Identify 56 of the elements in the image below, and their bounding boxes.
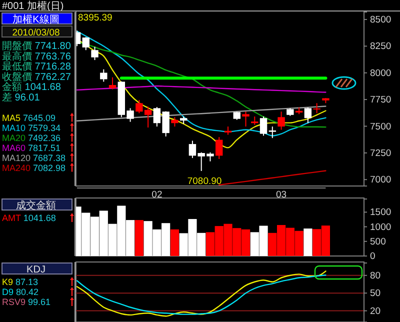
candlestick	[268, 126, 276, 139]
y-tick-label: 7000	[370, 174, 392, 186]
candlestick	[260, 116, 268, 136]
y-tick-label: 8000	[370, 68, 392, 79]
x-tick-label: 03	[276, 190, 287, 201]
line-series	[76, 30, 326, 136]
text: MA20 7492.36	[2, 132, 61, 143]
text: K9 87.13	[2, 277, 38, 287]
y-tick-label: 20	[370, 306, 381, 317]
candlestick	[171, 116, 178, 128]
text: 最低價 7716.28	[2, 62, 72, 73]
text: 最高價 7763.76	[2, 50, 72, 62]
candlestick	[91, 46, 98, 61]
text: 金額 1041.68	[2, 81, 62, 94]
text: MA10 7579.34	[2, 122, 61, 133]
series-label: AMT 1041.68	[2, 213, 56, 223]
y-tick-label: 1500	[370, 207, 392, 218]
y-tick-label: 8250	[370, 41, 392, 52]
text: 2010/03/08	[12, 28, 60, 38]
bar	[134, 220, 144, 256]
y-tick-label: 50	[370, 288, 381, 300]
candlestick	[82, 36, 90, 51]
text: 收盤價 7762.27	[2, 70, 72, 83]
candlestick	[242, 111, 250, 128]
annotation: 7080.90	[187, 176, 222, 187]
bar	[304, 228, 312, 256]
text: MA240 7082.98	[2, 162, 66, 173]
bar	[170, 229, 180, 256]
candlestick	[278, 111, 285, 130]
line-series	[76, 85, 326, 93]
text: MA60 7817.51	[2, 142, 61, 153]
y-tick-label: 80	[370, 270, 381, 282]
text: D9 80.42	[2, 287, 39, 297]
y-tick-label: 0	[370, 251, 376, 262]
y-tick-label: 500	[370, 236, 386, 248]
candlestick	[108, 76, 116, 90]
text: RSV9 99.61	[2, 297, 51, 307]
y-tick-label: 7250	[370, 148, 392, 159]
chart-subtitle: 加權K線圖	[12, 14, 60, 26]
candlestick	[100, 68, 108, 82]
annotation: 8395.39	[78, 12, 112, 24]
candlestick	[188, 140, 196, 159]
y-tick-label: 7750	[370, 94, 392, 106]
candlestick	[304, 107, 312, 124]
text: MA120 7687.38	[2, 152, 66, 163]
text: 差 96.01	[2, 92, 40, 104]
text: 開盤價 7741.80	[2, 40, 72, 52]
y-tick-label: 7500	[370, 121, 392, 132]
y-tick-label: 1000	[370, 222, 392, 233]
text: MA5 7645.09	[2, 112, 56, 123]
x-tick-label: 02	[152, 190, 162, 201]
candlestick	[216, 136, 223, 160]
candlestick	[313, 102, 320, 114]
chart-title: 成交金額	[16, 200, 56, 212]
y-tick-label: 8500	[370, 14, 392, 26]
chart-title: KDJ	[26, 264, 46, 276]
